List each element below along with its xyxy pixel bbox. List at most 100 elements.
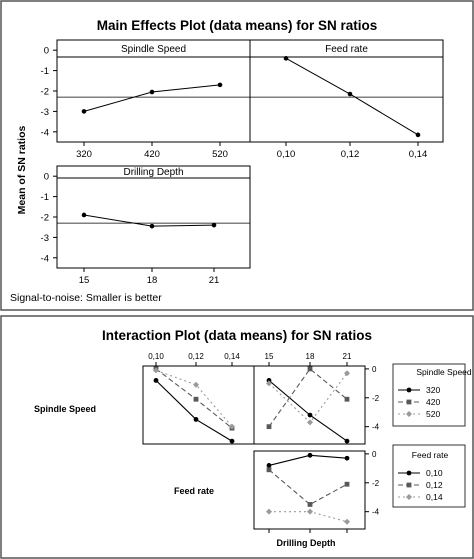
legend-marker bbox=[406, 387, 412, 393]
data-point bbox=[307, 508, 313, 515]
panel-frame bbox=[253, 450, 366, 530]
data-point bbox=[344, 481, 350, 487]
data-point bbox=[307, 412, 313, 418]
y-tick-label: -2 bbox=[41, 87, 49, 98]
panel-frame bbox=[142, 365, 255, 445]
data-point bbox=[149, 89, 155, 95]
series-line bbox=[268, 469, 348, 506]
data-point bbox=[347, 91, 353, 97]
series-line bbox=[269, 511, 348, 523]
legend-marker bbox=[406, 470, 412, 476]
data-point bbox=[344, 438, 350, 444]
y-tick-label: 0 bbox=[372, 450, 377, 459]
legend-spindle-speed bbox=[392, 363, 466, 427]
data-point bbox=[266, 424, 272, 430]
data-point bbox=[229, 438, 235, 444]
panel-frame bbox=[249, 39, 444, 143]
y-tick-label: -2 bbox=[41, 213, 49, 224]
data-point bbox=[153, 367, 159, 374]
x-tick-label: 520 bbox=[212, 149, 228, 160]
y-tick-label: -2 bbox=[372, 479, 380, 488]
data-point bbox=[193, 417, 199, 422]
legend-feed-rate-title: Feed rate bbox=[412, 450, 449, 460]
data-point bbox=[266, 508, 272, 515]
y-tick-label: 0 bbox=[44, 46, 49, 57]
x-tick-label: 0,12 bbox=[188, 352, 204, 361]
x-tick-label: 18 bbox=[306, 352, 315, 361]
panel-frame bbox=[253, 365, 366, 445]
x-tick-label: 0,14 bbox=[224, 352, 240, 361]
y-tick-label: -4 bbox=[372, 423, 380, 432]
data-point bbox=[344, 396, 350, 402]
panel-title: Feed rate bbox=[325, 44, 368, 55]
series-line bbox=[155, 380, 233, 442]
legend-entry-label: 420 bbox=[426, 397, 440, 407]
data-point bbox=[211, 222, 217, 228]
legend-marker bbox=[406, 494, 412, 500]
x-tick-label: 320 bbox=[76, 149, 92, 160]
series-line bbox=[268, 454, 348, 466]
legend-marker bbox=[406, 482, 412, 488]
x-tick-label: 0,10 bbox=[277, 149, 296, 160]
data-point bbox=[193, 396, 199, 402]
legend-entry-label: 520 bbox=[426, 409, 440, 419]
legend-entry-label: 0,10 bbox=[426, 468, 443, 478]
y-tick-label: -4 bbox=[372, 508, 380, 517]
panel-frame bbox=[56, 165, 251, 269]
data-point bbox=[217, 82, 223, 88]
data-point bbox=[266, 463, 272, 468]
row-label-drilling-depth: Drilling Depth bbox=[277, 538, 336, 548]
x-tick-label: 0,10 bbox=[148, 352, 164, 361]
main-effects-ylabel: Mean of SN ratios bbox=[16, 126, 28, 215]
data-point bbox=[344, 455, 350, 461]
x-tick-label: 420 bbox=[144, 149, 160, 160]
interaction-title: Interaction Plot (data means) for SN rat… bbox=[102, 328, 372, 343]
legend-spindle-speed-title: Spindle Speed bbox=[416, 367, 472, 377]
legend-marker bbox=[406, 399, 412, 405]
data-point bbox=[149, 223, 155, 229]
legend-entry-label: 0,14 bbox=[426, 492, 443, 502]
panel-title: Spindle Speed bbox=[121, 44, 186, 55]
panel-title: Drilling Depth bbox=[123, 167, 183, 178]
data-point bbox=[307, 419, 313, 426]
x-tick-label: 18 bbox=[147, 275, 158, 286]
data-point bbox=[307, 366, 313, 372]
y-tick-label: -1 bbox=[41, 66, 49, 77]
y-tick-label: 0 bbox=[44, 172, 49, 183]
y-tick-label: -1 bbox=[41, 192, 49, 203]
series-line bbox=[268, 368, 348, 427]
y-tick-label: -4 bbox=[41, 127, 49, 138]
x-tick-label: 0,14 bbox=[409, 149, 428, 160]
chart-marks: Spindle Speed 0 -1 -2 -3 -4 320 420 520 Feed rate… bbox=[41, 39, 444, 533]
y-tick-label: -3 bbox=[41, 107, 49, 118]
data-point bbox=[81, 212, 87, 218]
x-tick-label: 15 bbox=[79, 275, 90, 286]
data-point bbox=[415, 132, 421, 138]
legend-entry-label: 320 bbox=[426, 385, 440, 395]
x-tick-label: 15 bbox=[265, 352, 274, 361]
legend-marker bbox=[406, 411, 412, 417]
data-point bbox=[229, 423, 235, 430]
main-effects-frame bbox=[0, 0, 474, 311]
y-tick-label: -4 bbox=[41, 253, 49, 264]
data-point bbox=[81, 109, 87, 114]
data-point bbox=[266, 380, 272, 387]
x-tick-label: 21 bbox=[343, 352, 352, 361]
main-effects-footnote: Signal-to-noise: Smaller is better bbox=[10, 292, 162, 304]
data-point bbox=[307, 502, 313, 507]
row-label-feed-rate: Feed rate bbox=[174, 486, 214, 496]
data-point bbox=[193, 381, 199, 388]
main-effects-title: Main Effects Plot (data means) for SN ra… bbox=[97, 18, 378, 33]
y-tick-label: 0 bbox=[372, 365, 377, 374]
x-tick-label: 21 bbox=[209, 275, 220, 286]
matrix-cell-frame bbox=[142, 365, 255, 445]
row-label-spindle-speed: Spindle Speed bbox=[34, 404, 96, 414]
data-point bbox=[153, 378, 159, 383]
data-point bbox=[307, 452, 313, 458]
y-tick-label: -2 bbox=[372, 394, 380, 403]
x-tick-label: 0,12 bbox=[341, 149, 360, 160]
data-point bbox=[283, 56, 289, 61]
data-point bbox=[344, 518, 350, 525]
